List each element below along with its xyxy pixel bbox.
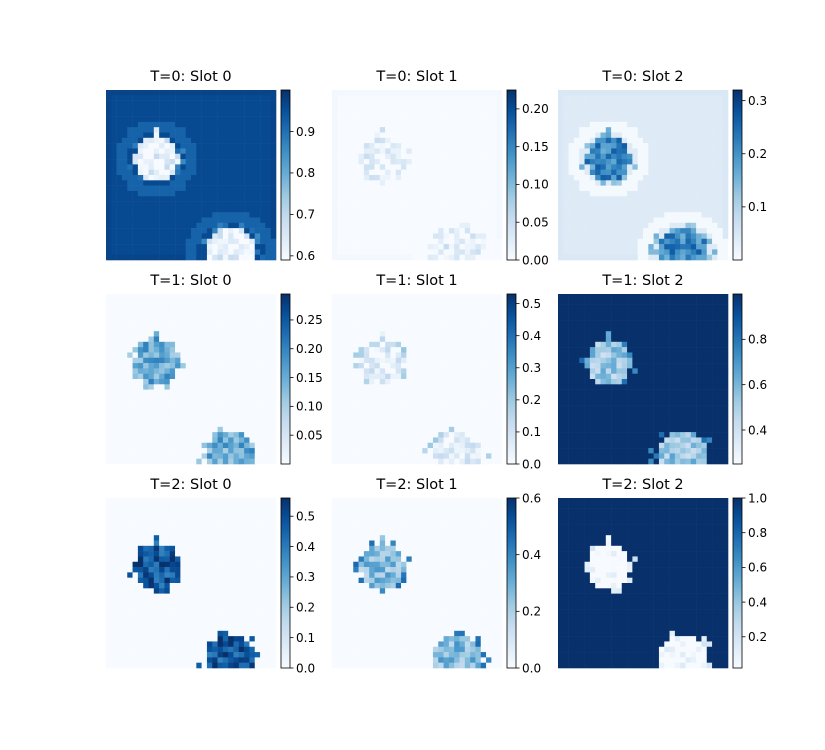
colorbar: 0.0 0.1 0.2 0.3 0.4 0.5: [280, 497, 315, 675]
colorbar-tick-label: 0.8: [748, 526, 767, 540]
panel-5: T=1: Slot 2 0.4 0.6 0.8: [558, 273, 767, 465]
heatmap-image: [558, 498, 729, 669]
colorbar-tick-label: 0.05: [296, 428, 323, 442]
colorbar-tick-label: 0.0: [522, 457, 541, 471]
colorbar-tick-label: 0.1: [296, 631, 315, 645]
colorbar-tick-label: 0.15: [296, 371, 323, 385]
heatmap-image: [106, 294, 277, 465]
colorbar-tick-label: 0.2: [522, 605, 541, 619]
panel-4: T=1: Slot 1 0.0 0.1 0.2 0.3 0.4 0.5: [332, 273, 541, 471]
colorbar-tick-label: 0.25: [296, 313, 323, 327]
panel-title: T=2: Slot 2: [601, 477, 683, 493]
heatmap-image: [106, 498, 277, 669]
panel-6: T=2: Slot 0 0.0 0.1 0.2 0.3 0.4 0.5: [106, 477, 315, 675]
panel-title: T=0: Slot 0: [149, 69, 231, 85]
colorbar: 0.4 0.6 0.8: [732, 293, 767, 465]
colorbar-tick-label: 0.4: [522, 548, 541, 562]
panel-2: T=0: Slot 2 0.1 0.2 0.3: [558, 69, 767, 261]
colorbar-tick-label: 0.5: [522, 297, 541, 311]
colorbar-tick-label: 0.8: [748, 333, 767, 347]
heatmap-image: [558, 90, 729, 261]
colorbar-tick-label: 0.0: [296, 661, 315, 675]
colorbar-tick-label: 0.6: [296, 249, 315, 263]
colorbar-gradient: [280, 497, 291, 669]
colorbar-tick-label: 0.1: [522, 425, 541, 439]
panel-title: T=1: Slot 0: [149, 273, 231, 289]
panel-title: T=2: Slot 1: [375, 477, 457, 493]
heatmap-image: [332, 498, 503, 669]
colorbar-tick-label: 0.10: [522, 178, 549, 192]
colorbar: 0.6 0.7 0.8 0.9: [280, 89, 315, 263]
colorbar-tick-label: 0.15: [522, 140, 549, 154]
panel-title: T=2: Slot 0: [149, 477, 231, 493]
heatmap-image: [106, 90, 277, 261]
colorbar-tick-label: 0.4: [748, 595, 767, 609]
panel-1: T=0: Slot 1 0.00 0.05 0.10 0.15 0.20: [332, 69, 549, 267]
panel-title: T=1: Slot 2: [601, 273, 683, 289]
colorbar-gradient: [732, 293, 743, 465]
panel-title: T=1: Slot 1: [375, 273, 457, 289]
colorbar-gradient: [506, 89, 517, 261]
colorbar-gradient: [506, 497, 517, 669]
colorbar-gradient: [506, 293, 517, 465]
colorbar-tick-label: 0.6: [748, 378, 767, 392]
colorbar-tick-label: 0.3: [296, 570, 315, 584]
colorbar: 0.05 0.10 0.15 0.20 0.25: [280, 293, 323, 465]
panel-title: T=0: Slot 2: [601, 69, 683, 85]
colorbar-gradient: [280, 89, 291, 261]
colorbar-tick-label: 0.0: [522, 661, 541, 675]
colorbar-tick-label: 1.0: [748, 491, 767, 505]
colorbar-tick-label: 0.10: [296, 400, 323, 414]
colorbar: 0.0 0.1 0.2 0.3 0.4 0.5: [506, 293, 541, 471]
heatmap-image: [558, 294, 729, 465]
colorbar-tick-label: 0.3: [522, 361, 541, 375]
colorbar-tick-label: 0.1: [748, 200, 767, 214]
heatmap-image: [332, 294, 503, 465]
panel-8: T=2: Slot 2 0.2 0.4 0.6 0.8 1.0: [558, 477, 767, 669]
colorbar: 0.0 0.2 0.4 0.6: [506, 491, 541, 675]
colorbar-tick-label: 0.2: [296, 601, 315, 615]
colorbar-tick-label: 0.3: [748, 94, 767, 108]
colorbar-tick-label: 0.20: [522, 102, 549, 116]
colorbar-tick-label: 0.4: [522, 329, 541, 343]
colorbar-gradient: [732, 89, 743, 261]
panel-title: T=0: Slot 1: [375, 69, 457, 85]
colorbar-tick-label: 0.05: [522, 216, 549, 230]
heatmap-image: [332, 90, 503, 261]
colorbar-gradient: [280, 293, 291, 465]
colorbar-tick-label: 0.7: [296, 208, 315, 222]
panels: T=0: Slot 00.60.70.80.9T=0: Slot 10.000.…: [106, 69, 767, 675]
colorbar-gradient: [732, 497, 743, 669]
colorbar-tick-label: 0.2: [748, 630, 767, 644]
colorbar-tick-label: 0.00: [522, 253, 549, 267]
colorbar-tick-label: 0.6: [748, 561, 767, 575]
colorbar-tick-label: 0.2: [522, 393, 541, 407]
colorbar-tick-label: 0.5: [296, 510, 315, 524]
panel-3: T=1: Slot 0 0.05 0.10 0.15 0.20 0.25: [106, 273, 323, 465]
colorbar-tick-label: 0.8: [296, 166, 315, 180]
colorbar-tick-label: 0.4: [748, 423, 767, 437]
panel-7: T=2: Slot 1 0.0 0.2 0.4 0.6: [332, 477, 541, 675]
colorbar: 0.00 0.05 0.10 0.15 0.20: [506, 89, 549, 267]
colorbar-tick-label: 0.2: [748, 147, 767, 161]
colorbar: 0.2 0.4 0.6 0.8 1.0: [732, 491, 767, 669]
colorbar-tick-label: 0.9: [296, 125, 315, 139]
colorbar: 0.1 0.2 0.3: [732, 89, 767, 261]
colorbar-tick-label: 0.6: [522, 491, 541, 505]
colorbar-tick-label: 0.20: [296, 342, 323, 356]
colorbar-tick-label: 0.4: [296, 540, 315, 554]
panel-0: T=0: Slot 0 0.6 0.7 0.8 0.9: [106, 69, 315, 263]
